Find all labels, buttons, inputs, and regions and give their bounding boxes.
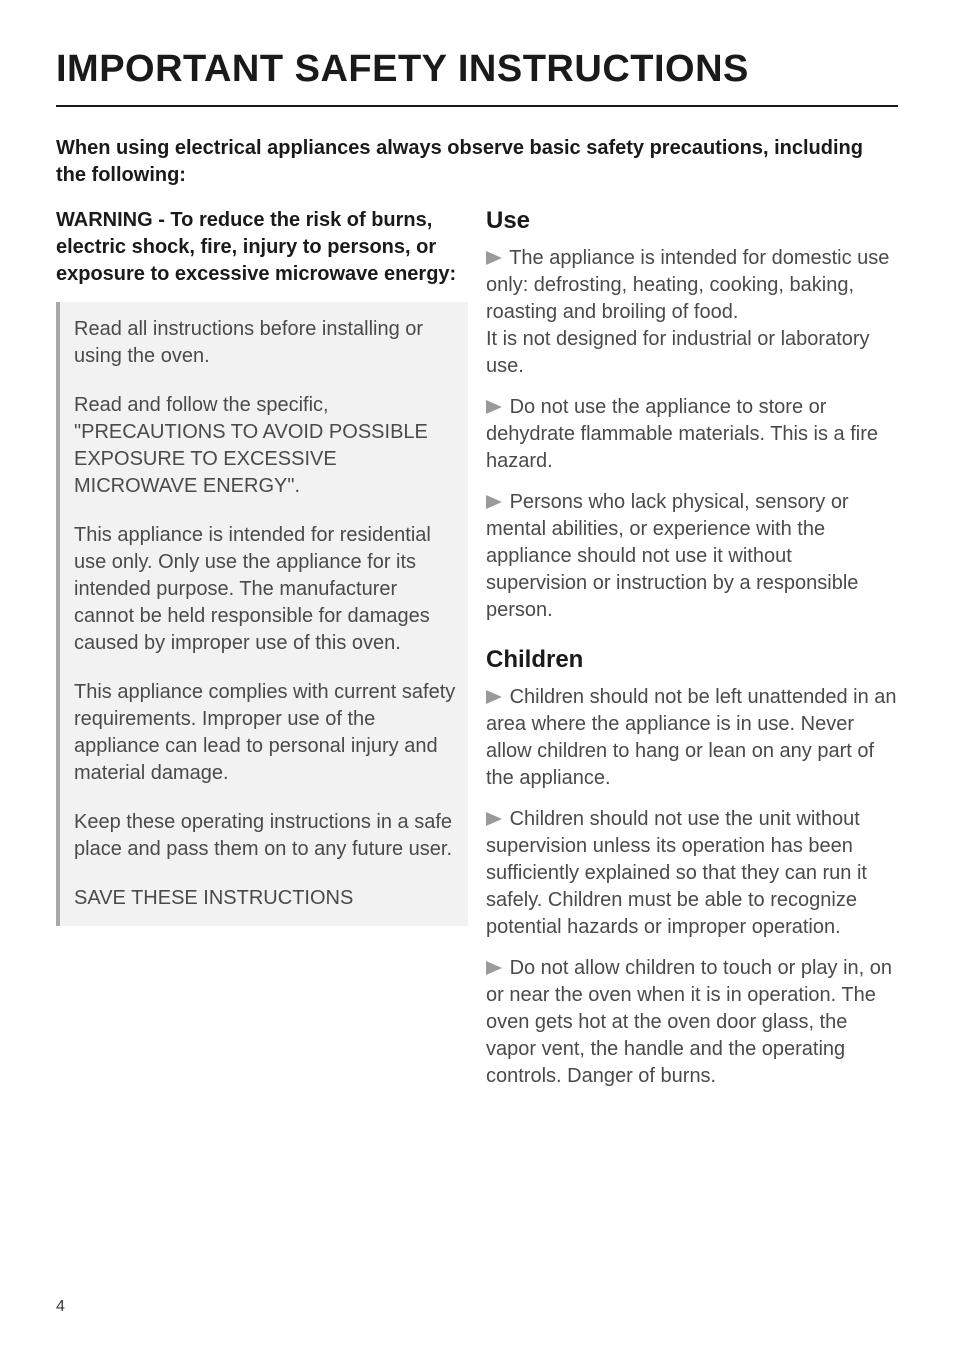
title-divider: [56, 105, 898, 107]
bullet-item: Children should not use the unit without…: [486, 806, 898, 941]
left-column: WARNING - To reduce the risk of burns, e…: [56, 207, 468, 1104]
triangle-bullet-icon: [486, 495, 502, 509]
bullet-item: Persons who lack physical, sensory or me…: [486, 489, 898, 624]
children-heading: Children: [486, 646, 898, 674]
callout-box: Read all instructions before installing …: [56, 302, 468, 926]
bullet-item: Do not allow children to touch or play i…: [486, 955, 898, 1090]
bullet-item: Children should not be left unattended i…: [486, 684, 898, 792]
callout-paragraph: This appliance is intended for residenti…: [74, 522, 458, 657]
bullet-text: Children should not use the unit without…: [486, 808, 867, 938]
bullet-text: Do not allow children to touch or play i…: [486, 957, 892, 1087]
bullet-text: Persons who lack physical, sensory or me…: [486, 491, 858, 621]
triangle-bullet-icon: [486, 812, 502, 826]
warning-heading: WARNING - To reduce the risk of burns, e…: [56, 207, 468, 288]
callout-paragraph: Read all instructions before installing …: [74, 316, 458, 370]
callout-paragraph: SAVE THESE INSTRUCTIONS: [74, 885, 458, 912]
bullet-text: Do not use the appliance to store or deh…: [486, 396, 878, 472]
page-number: 4: [56, 1298, 65, 1316]
two-column-layout: WARNING - To reduce the risk of burns, e…: [56, 207, 898, 1104]
page-title: IMPORTANT SAFETY INSTRUCTIONS: [56, 48, 898, 99]
bullet-text-extra: It is not designed for industrial or lab…: [486, 328, 870, 377]
bullet-item: Do not use the appliance to store or deh…: [486, 394, 898, 475]
triangle-bullet-icon: [486, 690, 502, 704]
bullet-text: Children should not be left unattended i…: [486, 686, 897, 789]
bullet-text: The appliance is intended for domestic u…: [486, 247, 889, 323]
right-column: Use The appliance is intended for domest…: [486, 207, 898, 1104]
intro-paragraph: When using electrical appliances always …: [56, 135, 898, 189]
callout-paragraph: Keep these operating instructions in a s…: [74, 809, 458, 863]
callout-paragraph: This appliance complies with current saf…: [74, 679, 458, 787]
callout-paragraph: Read and follow the specific, "PRECAUTIO…: [74, 392, 458, 500]
triangle-bullet-icon: [486, 251, 502, 265]
triangle-bullet-icon: [486, 400, 502, 414]
bullet-item: The appliance is intended for domestic u…: [486, 245, 898, 380]
use-heading: Use: [486, 207, 898, 235]
triangle-bullet-icon: [486, 961, 502, 975]
